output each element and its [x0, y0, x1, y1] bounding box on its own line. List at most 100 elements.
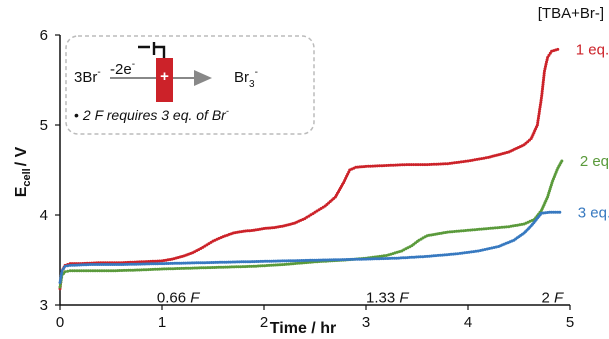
data-point	[542, 76, 546, 80]
data-point	[539, 98, 543, 102]
data-point	[162, 267, 166, 271]
data-point	[274, 259, 278, 263]
inset-reactant-text: 3Br	[74, 69, 97, 86]
data-point	[457, 229, 461, 233]
data-point	[145, 262, 149, 266]
data-point	[180, 266, 184, 270]
data-point	[432, 162, 436, 166]
data-point	[489, 226, 493, 230]
data-point	[63, 264, 67, 268]
data-point	[538, 105, 542, 109]
data-point	[434, 254, 438, 258]
data-point	[217, 265, 221, 269]
data-point	[537, 110, 541, 113]
data-point	[438, 253, 442, 257]
data-point	[321, 258, 325, 262]
data-point	[540, 92, 544, 95]
data-point	[209, 261, 213, 264]
data-point	[306, 258, 310, 262]
electrode-wire	[138, 42, 166, 58]
data-point	[233, 260, 237, 264]
inset-reactant-charge: -	[97, 67, 100, 78]
data-point	[466, 228, 470, 232]
data-point	[456, 252, 460, 256]
data-point	[560, 159, 564, 163]
data-point	[237, 260, 241, 264]
data-point	[71, 269, 74, 273]
data-point	[423, 255, 427, 258]
y-tick-label: 4	[40, 207, 48, 224]
x-tick-label: 3	[362, 314, 370, 331]
data-point	[403, 163, 406, 167]
data-point	[128, 262, 132, 266]
data-point	[89, 269, 93, 273]
data-point	[146, 268, 150, 272]
data-point	[366, 164, 370, 168]
data-point	[353, 257, 357, 261]
data-point	[158, 259, 162, 263]
data-point	[502, 225, 506, 229]
data-point	[259, 259, 263, 263]
data-point	[232, 265, 236, 269]
inset-note-bullet: •	[74, 107, 79, 123]
data-point	[408, 255, 412, 259]
data-point	[115, 263, 119, 266]
data-point	[373, 164, 377, 168]
data-point	[459, 160, 463, 164]
data-point	[66, 264, 70, 268]
data-point	[362, 257, 366, 261]
data-point	[245, 265, 249, 268]
data-point	[428, 163, 431, 166]
data-point	[369, 164, 372, 168]
data-point	[91, 263, 95, 266]
data-point	[540, 89, 544, 93]
data-point	[425, 254, 429, 258]
data-point	[334, 258, 338, 262]
data-point	[227, 260, 231, 264]
data-point	[82, 269, 86, 273]
data-point	[100, 263, 103, 266]
data-point	[164, 262, 168, 265]
data-point	[540, 94, 544, 98]
series-label: 1 eq.	[576, 41, 609, 58]
data-point	[188, 261, 192, 265]
data-point	[164, 267, 168, 271]
inset-product-text: Br	[234, 69, 249, 86]
data-point	[538, 103, 542, 107]
x-ticks: 0 1 2 3 4 5	[56, 305, 574, 331]
data-point	[218, 260, 222, 264]
data-point	[448, 230, 452, 234]
data-point	[297, 259, 301, 263]
data-point	[71, 263, 74, 267]
data-point	[59, 276, 63, 280]
data-point	[536, 121, 540, 125]
data-point	[476, 249, 480, 253]
data-point	[496, 226, 499, 230]
data-point	[472, 250, 476, 254]
data-point	[452, 161, 456, 165]
data-point	[58, 281, 62, 284]
data-point	[468, 228, 472, 232]
data-point	[224, 260, 228, 264]
charge-unit: F	[190, 290, 200, 307]
data-point	[466, 159, 470, 163]
data-point	[467, 250, 471, 254]
data-point	[63, 270, 67, 274]
data-point	[205, 261, 209, 265]
charge-unit: F	[399, 290, 409, 307]
inset-product-subscript: 3	[249, 79, 255, 90]
data-point	[300, 259, 304, 262]
data-point	[240, 260, 243, 264]
data-point	[199, 266, 203, 270]
data-point	[427, 254, 431, 258]
data-point	[219, 265, 223, 269]
data-point	[265, 264, 269, 267]
data-point	[244, 260, 248, 264]
x-axis-label: Time / hr	[270, 320, 336, 337]
data-point	[58, 285, 62, 289]
data-point	[280, 259, 284, 263]
data-point	[95, 269, 99, 273]
data-point	[265, 259, 269, 263]
